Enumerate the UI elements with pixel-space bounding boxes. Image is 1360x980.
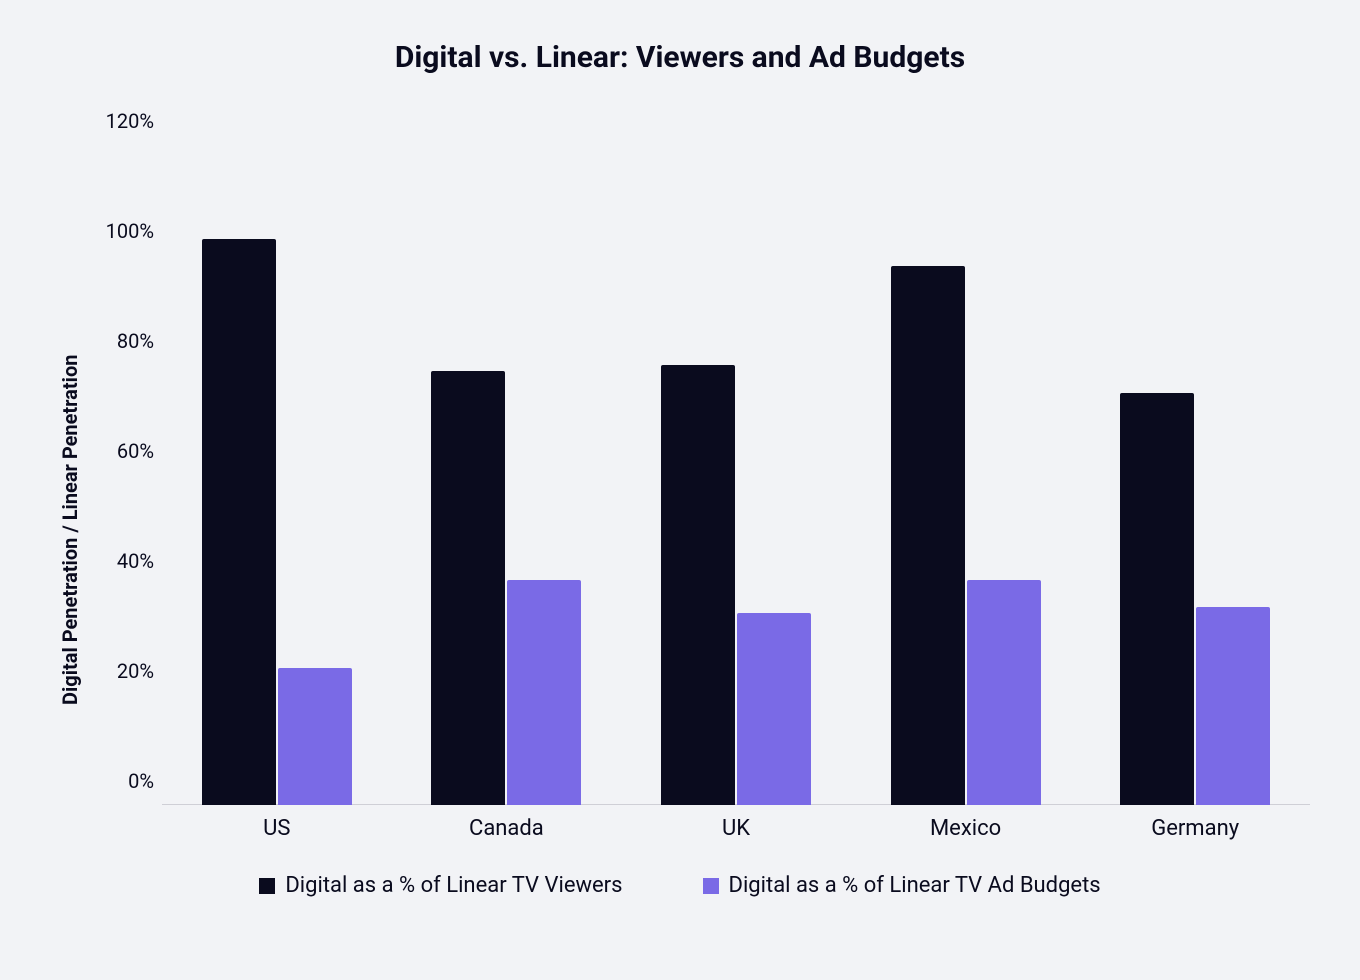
plot-wrapper: Digital Penetration / Linear Penetration… bbox=[50, 95, 1310, 855]
legend-swatch bbox=[703, 878, 719, 894]
bar bbox=[891, 266, 965, 805]
x-tick-label: US bbox=[202, 816, 352, 841]
legend-label: Digital as a % of Linear TV Ad Budgets bbox=[729, 873, 1101, 898]
y-axis-label: Digital Penetration / Linear Penetration bbox=[50, 230, 82, 830]
x-tick-label: Germany bbox=[1120, 816, 1270, 841]
legend-item: Digital as a % of Linear TV Ad Budgets bbox=[703, 873, 1101, 898]
bar bbox=[661, 365, 735, 805]
x-axis-labels: US Canada UK Mexico Germany bbox=[162, 816, 1310, 841]
y-axis: 0% 20% 40% 60% 80% 100% 120% bbox=[82, 95, 162, 855]
bar bbox=[1120, 393, 1194, 806]
y-tick-label: 80% bbox=[117, 329, 154, 353]
plot-area: US Canada UK Mexico Germany bbox=[162, 95, 1310, 855]
chart-container: Digital vs. Linear: Viewers and Ad Budge… bbox=[0, 0, 1360, 980]
legend-item: Digital as a % of Linear TV Viewers bbox=[259, 873, 622, 898]
bar bbox=[278, 668, 352, 806]
bar-group bbox=[891, 239, 1041, 806]
x-tick-label: Canada bbox=[431, 816, 581, 841]
x-tick-label: Mexico bbox=[891, 816, 1041, 841]
legend-swatch bbox=[259, 878, 275, 894]
bar bbox=[737, 613, 811, 806]
legend: Digital as a % of Linear TV Viewers Digit… bbox=[50, 873, 1310, 898]
y-tick-label: 60% bbox=[117, 439, 154, 463]
legend-label: Digital as a % of Linear TV Viewers bbox=[285, 873, 622, 898]
bar bbox=[507, 580, 581, 806]
y-tick-label: 100% bbox=[106, 219, 154, 243]
x-tick-label: UK bbox=[661, 816, 811, 841]
y-tick-label: 40% bbox=[117, 549, 154, 573]
bar bbox=[431, 371, 505, 806]
bar-group bbox=[202, 239, 352, 806]
bar bbox=[967, 580, 1041, 806]
y-tick-label: 120% bbox=[106, 109, 154, 133]
bar-group bbox=[431, 239, 581, 806]
bars-row bbox=[162, 239, 1310, 806]
bar-group bbox=[1120, 239, 1270, 806]
y-tick-label: 0% bbox=[128, 769, 154, 793]
chart-title: Digital vs. Linear: Viewers and Ad Budge… bbox=[50, 40, 1310, 75]
bar bbox=[1196, 607, 1270, 805]
bar bbox=[202, 239, 276, 806]
y-tick-label: 20% bbox=[117, 659, 154, 683]
bar-group bbox=[661, 239, 811, 806]
